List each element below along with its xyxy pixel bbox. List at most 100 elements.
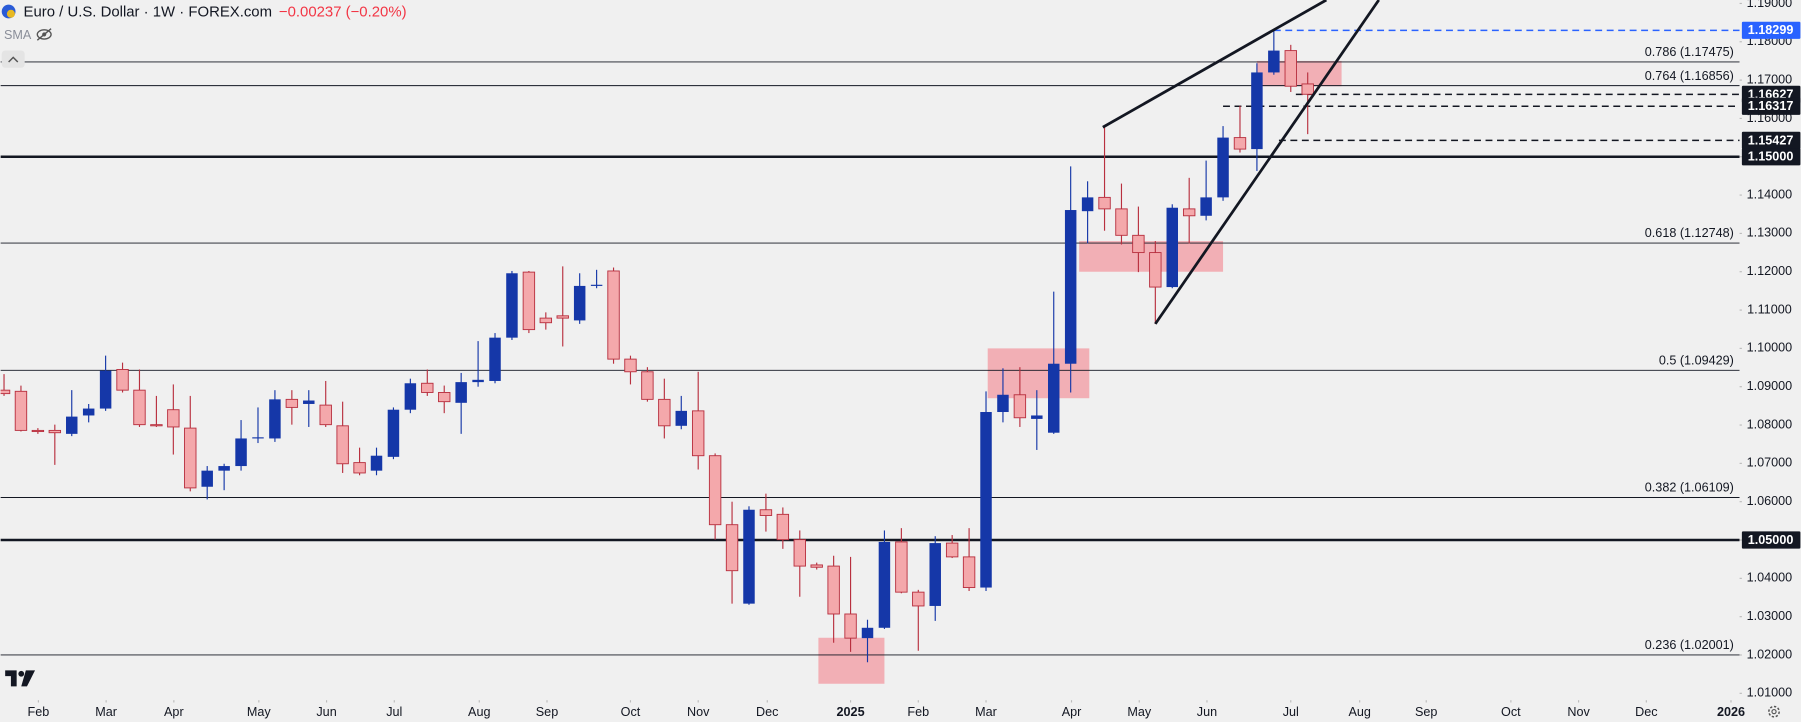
symbol-title: Euro / U.S. Dollar · 1W · FOREX.com −0.00… bbox=[24, 4, 407, 21]
candle-body bbox=[1233, 137, 1247, 150]
candle-body bbox=[759, 509, 773, 516]
candle-body bbox=[303, 400, 315, 404]
candle-body bbox=[184, 427, 197, 489]
y-tick-label: 1.06000 bbox=[1747, 494, 1793, 508]
candle-body bbox=[1064, 210, 1077, 364]
y-tick-label: 1.13000 bbox=[1747, 226, 1793, 240]
y-tick-label: 1.17000 bbox=[1747, 72, 1793, 86]
candle-body bbox=[675, 410, 688, 426]
fib-label: 0.382 (1.06109) bbox=[1645, 481, 1734, 495]
y-tick-label: 1.19000 bbox=[1747, 0, 1793, 10]
candle-body bbox=[489, 337, 501, 381]
x-tick-label: Dec bbox=[1635, 705, 1657, 719]
candle-body bbox=[1217, 137, 1229, 198]
x-tick-label: Dec bbox=[756, 705, 778, 719]
candle-body bbox=[912, 591, 925, 607]
candle-body bbox=[370, 455, 383, 471]
candle-body bbox=[116, 369, 129, 391]
y-tick-label: 1.04000 bbox=[1747, 571, 1793, 585]
candle-body bbox=[980, 412, 992, 588]
candle-body bbox=[708, 455, 722, 526]
axes: 0.786 (1.17475) 0.764 (1.16856) 0.618 (1.1… bbox=[28, 0, 1801, 719]
candle-body bbox=[404, 383, 417, 410]
y-tick-label: 1.07000 bbox=[1747, 456, 1793, 470]
x-tick-label: Feb bbox=[907, 705, 929, 719]
hide-icon[interactable] bbox=[36, 28, 52, 41]
x-tick-label: Jul bbox=[1283, 705, 1299, 719]
indicator[interactable]: SMA bbox=[4, 28, 32, 42]
candle-body bbox=[66, 416, 78, 434]
price-label-box bbox=[1741, 531, 1801, 549]
candle-body bbox=[607, 270, 620, 360]
x-tick-label: Jun bbox=[1197, 705, 1217, 719]
candle-body bbox=[133, 389, 146, 426]
candle-body bbox=[539, 317, 553, 324]
plot-area bbox=[0, 0, 1740, 684]
x-tick-label: 2026 bbox=[1717, 705, 1745, 719]
symbol-icon-part bbox=[6, 9, 15, 18]
candle-body bbox=[1200, 197, 1212, 216]
candle-body bbox=[962, 556, 976, 589]
y-tick-label: 1.02000 bbox=[1747, 647, 1793, 661]
x-tick-label: May bbox=[1127, 705, 1152, 719]
candle-body bbox=[218, 466, 230, 471]
fib-label: 0.236 (1.02001) bbox=[1645, 638, 1734, 652]
y-tick-label: 1.01000 bbox=[1747, 686, 1793, 700]
x-tick-label: Sep bbox=[536, 705, 558, 719]
candle-body bbox=[167, 409, 180, 428]
candle-body bbox=[624, 358, 637, 373]
candle-body bbox=[455, 382, 467, 403]
candle-body bbox=[522, 271, 536, 331]
fib-label: 0.618 (1.12748) bbox=[1645, 226, 1734, 240]
collapse-button[interactable] bbox=[1, 50, 25, 68]
candle-body bbox=[1284, 50, 1297, 87]
candle-body bbox=[1166, 207, 1178, 288]
x-tick-label: Nov bbox=[1567, 705, 1590, 719]
fib-label: 0.764 (1.16856) bbox=[1645, 69, 1734, 83]
title: Euro / U.S. Dollar · 1W · FOREX.com bbox=[24, 4, 272, 21]
candle-body bbox=[1031, 415, 1043, 419]
candle-body bbox=[776, 513, 790, 541]
candle-body bbox=[725, 524, 739, 572]
candle-body bbox=[895, 541, 908, 593]
x-tick-label: May bbox=[247, 705, 272, 719]
x-tick-label: Aug bbox=[1348, 705, 1370, 719]
price-change: −0.00237 (−0.20%) bbox=[279, 4, 407, 21]
candle-body bbox=[691, 410, 705, 457]
candle-body bbox=[421, 382, 434, 393]
candle-body bbox=[353, 462, 366, 474]
candle-body bbox=[1182, 208, 1196, 217]
candle-body bbox=[1115, 208, 1128, 236]
settings-icon[interactable] bbox=[1768, 705, 1780, 718]
candle-body bbox=[844, 613, 857, 639]
price-label: 1.05000 bbox=[1748, 533, 1794, 547]
candle-body bbox=[1132, 234, 1145, 254]
trendline bbox=[1102, 0, 1328, 129]
candle-body bbox=[285, 398, 299, 408]
candle-body bbox=[336, 425, 349, 465]
x-tick-label: Mar bbox=[975, 705, 997, 719]
price-label: 1.18299 bbox=[1748, 23, 1794, 37]
x-tick-label: Aug bbox=[468, 705, 490, 719]
fib-label: 0.5 (1.09429) bbox=[1659, 353, 1734, 367]
candle-body bbox=[472, 379, 484, 383]
candle-body bbox=[573, 285, 586, 321]
price-label-box bbox=[1741, 148, 1801, 166]
y-tick-label: 1.09000 bbox=[1747, 379, 1793, 393]
x-tick-label: Apr bbox=[164, 705, 184, 719]
fib-label: 0.786 (1.17475) bbox=[1645, 45, 1734, 59]
x-tick-label: Mar bbox=[95, 705, 117, 719]
x-tick-label: 2025 bbox=[837, 705, 865, 719]
candle-body bbox=[31, 429, 45, 433]
candle-body bbox=[1301, 83, 1314, 95]
price-label-box bbox=[1741, 131, 1801, 149]
x-tick-label: Feb bbox=[28, 705, 50, 719]
y-tick-label: 1.12000 bbox=[1747, 264, 1793, 278]
x-tick-label: Jun bbox=[316, 705, 336, 719]
y-tick-label: 1.14000 bbox=[1747, 187, 1793, 201]
candle-body bbox=[658, 398, 671, 427]
candle-body bbox=[252, 437, 264, 439]
candle-body bbox=[150, 424, 163, 427]
y-tick-label: 1.08000 bbox=[1747, 417, 1793, 431]
